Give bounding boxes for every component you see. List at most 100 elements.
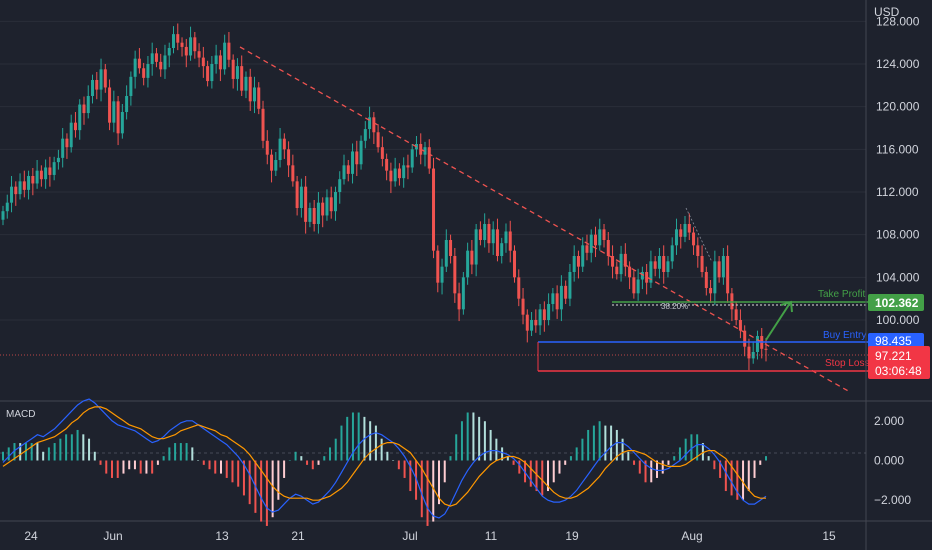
- macd-histogram-bar: [747, 460, 750, 492]
- candle-body: [363, 129, 367, 141]
- macd-histogram-bar: [438, 460, 440, 505]
- candle-body: [159, 61, 163, 70]
- buy-entry-tag[interactable]: [868, 333, 924, 348]
- candle-body: [700, 256, 704, 272]
- candle-body: [525, 314, 529, 331]
- candle-body: [99, 69, 103, 90]
- price-axis[interactable]: 128.000 124.000 120.000 116.000 112.000 108.0…: [876, 14, 920, 327]
- candle-body: [31, 176, 35, 184]
- macd-histogram-bar: [569, 456, 572, 461]
- candle-body: [615, 266, 619, 275]
- time-tick-label: Aug: [681, 529, 702, 543]
- candle-body: [385, 158, 389, 171]
- candle-body: [743, 330, 747, 347]
- candle-body: [726, 256, 730, 294]
- macd-histogram-bar: [82, 434, 85, 461]
- time-tick-label: Jul: [402, 529, 417, 543]
- macd-histogram-bar: [765, 456, 767, 461]
- candle-body: [325, 197, 329, 216]
- candle-body: [368, 117, 372, 130]
- macd-histogram-bar: [541, 460, 544, 496]
- macd-histogram-bar: [518, 460, 521, 474]
- candle-body: [551, 293, 555, 304]
- fib-connector-line: [685, 207, 713, 263]
- projection-arrow-head: [780, 300, 793, 313]
- candle-body: [304, 186, 308, 222]
- candle-body: [346, 165, 350, 174]
- candle-body: [628, 266, 632, 278]
- macd-histogram-bar: [638, 460, 641, 474]
- macd-histogram-bar: [684, 438, 687, 461]
- candle-body: [500, 243, 504, 256]
- macd-histogram-bar: [88, 438, 91, 461]
- candle-body: [474, 229, 478, 265]
- macd-histogram-bar: [495, 438, 498, 461]
- macd-histogram-bar: [162, 456, 165, 461]
- current-price-tag[interactable]: [868, 346, 930, 379]
- candle-body: [640, 272, 644, 280]
- macd-histogram-bar: [357, 412, 360, 461]
- candle-body: [129, 76, 133, 96]
- candle-body: [163, 55, 167, 70]
- candle-body: [278, 138, 282, 160]
- macd-histogram-bar: [483, 421, 486, 461]
- candle-body: [189, 37, 193, 56]
- macd-histogram-bar: [552, 460, 555, 483]
- macd-histogram-bar: [294, 451, 297, 461]
- macd-histogram-bar: [242, 460, 245, 496]
- macd-histogram-bar: [644, 460, 647, 483]
- time-axis[interactable]: 24 Jun 13 21 Jul 11 19 Aug 15: [24, 529, 836, 543]
- take-profit-tag[interactable]: [868, 294, 924, 311]
- candle-body: [291, 165, 295, 182]
- candle-body: [14, 186, 18, 195]
- macd-histogram-bar: [351, 412, 354, 461]
- macd-axis[interactable]: 2.000 0.000 −2.000: [874, 414, 911, 507]
- candle-body: [73, 122, 77, 131]
- macd-histogram-bar: [334, 438, 337, 461]
- candle-body: [717, 261, 721, 278]
- candle-body: [738, 320, 742, 331]
- candle-body: [295, 181, 299, 208]
- candle-body: [653, 261, 657, 269]
- macd-tick-label: 2.000: [874, 414, 904, 428]
- time-tick-label: 13: [215, 529, 229, 543]
- macd-histogram-bar: [575, 447, 578, 461]
- macd-histogram-bar: [736, 460, 739, 500]
- candle-body: [184, 46, 188, 56]
- candle-body: [508, 231, 512, 251]
- macd-histogram-bar: [105, 460, 108, 474]
- candle-body: [593, 234, 597, 246]
- projection-arrow[interactable]: [765, 302, 791, 341]
- candle-body: [244, 76, 248, 91]
- candle-body: [78, 104, 82, 131]
- candle-body: [449, 240, 453, 256]
- candle-body: [316, 202, 320, 224]
- candle-body: [95, 80, 99, 90]
- candle-body: [504, 231, 508, 244]
- candle-body: [410, 149, 414, 168]
- candle-body: [764, 348, 768, 350]
- macd-tick-label: −2.000: [874, 493, 911, 507]
- candle-body: [606, 240, 610, 256]
- macd-histogram-bar: [587, 429, 590, 461]
- candle-body: [172, 34, 176, 48]
- macd-histogram-bar: [592, 425, 595, 461]
- price-tick-label: 104.000: [876, 270, 920, 284]
- candle-body: [133, 58, 137, 77]
- macd-histogram-bar: [214, 460, 217, 474]
- macd-histogram-bar: [455, 434, 458, 461]
- candle-body: [662, 256, 666, 272]
- candle-body: [406, 165, 410, 168]
- macd-histogram-bar: [604, 425, 607, 461]
- candle-body: [670, 245, 674, 262]
- candle-body: [112, 101, 116, 123]
- candle-body: [602, 229, 606, 240]
- descending-trendline[interactable]: [239, 46, 851, 393]
- macd-histogram-bar: [2, 451, 4, 461]
- macd-histogram-bar: [36, 443, 39, 461]
- candle-body: [167, 48, 171, 56]
- candle-body: [487, 224, 491, 244]
- candle-body: [1, 211, 5, 220]
- take-profit-price: 102.362: [875, 296, 919, 310]
